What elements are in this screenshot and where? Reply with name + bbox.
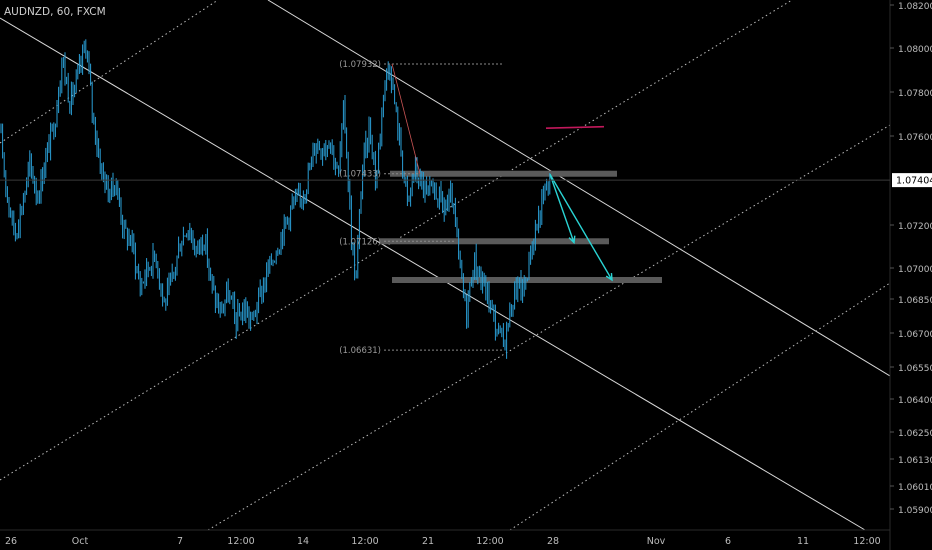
channel-line: [0, 17, 866, 531]
time-tick-label: 12:00: [476, 536, 503, 547]
time-tick-label: 28: [547, 536, 559, 547]
price-tick-label: 1.06550: [898, 364, 932, 374]
resistance-mark: [545, 125, 605, 129]
time-tick-label: 12:00: [351, 536, 378, 547]
time-axis[interactable]: 26 Oct 7 12:00 14 12:00 21 12:00 28 Nov 6 11 12:00: [5, 536, 881, 547]
projection-arrow-line: [549, 174, 613, 281]
price-tick-label: 1.08200: [898, 2, 932, 12]
time-tick-label: 11: [797, 536, 809, 547]
price-zone: [390, 170, 617, 177]
price-tick-label: 1.06700: [898, 330, 932, 340]
time-tick-label: 26: [5, 536, 17, 547]
marker-label: (1.07433): [339, 170, 381, 180]
price-tick-label: 1.06250: [898, 429, 932, 439]
current-price-label: 1.07404: [0, 173, 932, 188]
price-tick-label: 1.05900: [898, 506, 932, 516]
price-markers: (1.07932) (1.07433) (1.07126) (1.06631): [339, 60, 503, 356]
swing-connector: [391, 63, 421, 174]
time-tick-label: 12:00: [227, 536, 254, 547]
marker-label: (1.07126): [339, 237, 381, 247]
price-tick-label: 1.07800: [898, 89, 932, 99]
price-tick-label: 1.06130: [898, 456, 932, 466]
time-tick-label: 7: [177, 536, 183, 547]
price-tick-label: 1.06010: [898, 483, 932, 493]
price-tick-label: 1.07200: [898, 222, 932, 232]
price-candles: [0, 39, 551, 359]
price-tick-label: 1.07000: [898, 265, 932, 275]
marker-label: (1.06631): [339, 346, 381, 356]
time-tick-label: Nov: [647, 536, 666, 547]
projection-arrow-head: [605, 272, 613, 282]
time-tick-label: 6: [725, 536, 731, 547]
current-price-text: 1.07404: [896, 176, 932, 187]
trend-channels: [0, 0, 891, 531]
marker-label: (1.07932): [339, 60, 381, 70]
channel-line: [0, 0, 793, 481]
resistance-line: [545, 125, 605, 129]
projection-arrow-line: [549, 174, 575, 243]
time-tick-label: 12:00: [853, 536, 880, 547]
projection-arrow-head: [568, 235, 576, 245]
channel-line: [0, 0, 219, 144]
price-tick-label: 1.06400: [898, 396, 932, 406]
price-zone: [380, 238, 609, 245]
symbol-title: AUDNZD, 60, FXCM: [4, 6, 106, 18]
time-tick-label: Oct: [72, 536, 89, 547]
channel-line: [267, 0, 891, 377]
price-tick-label: 1.07600: [898, 133, 932, 143]
time-tick-label: 21: [422, 536, 434, 547]
current-price-badge: [892, 173, 932, 188]
price-axis[interactable]: 1.08200 1.08000 1.07800 1.07600 1.07200 1.070…: [890, 2, 932, 516]
price-tick-label: 1.06850: [898, 296, 932, 306]
projection-arrows: [549, 174, 613, 282]
time-tick-label: 14: [297, 536, 309, 547]
channel-line: [207, 124, 891, 531]
price-tick-label: 1.08000: [898, 45, 932, 55]
